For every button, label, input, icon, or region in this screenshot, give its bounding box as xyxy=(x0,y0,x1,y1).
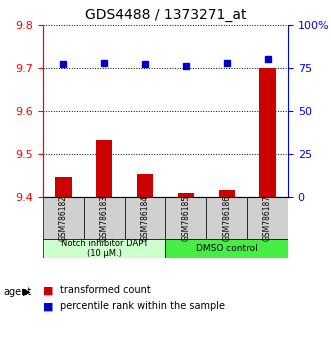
Text: GSM786183: GSM786183 xyxy=(100,195,109,241)
Text: GSM786182: GSM786182 xyxy=(59,195,68,241)
Bar xyxy=(55,177,71,197)
Bar xyxy=(137,174,153,197)
Bar xyxy=(260,68,276,197)
Text: ■: ■ xyxy=(43,301,54,311)
Title: GDS4488 / 1373271_at: GDS4488 / 1373271_at xyxy=(85,8,246,22)
Bar xyxy=(43,197,84,239)
Text: DMSO control: DMSO control xyxy=(196,244,258,253)
Text: agent: agent xyxy=(3,287,31,297)
Text: GSM786187: GSM786187 xyxy=(263,195,272,241)
Bar xyxy=(247,197,288,239)
Text: GSM786185: GSM786185 xyxy=(181,195,190,241)
Bar xyxy=(84,197,125,239)
Bar xyxy=(166,239,288,258)
Bar xyxy=(206,197,247,239)
Bar xyxy=(166,197,206,239)
Bar xyxy=(96,140,113,197)
Text: ▶: ▶ xyxy=(23,287,31,297)
Text: GSM786184: GSM786184 xyxy=(141,195,150,241)
Bar xyxy=(125,197,166,239)
Bar xyxy=(43,239,166,258)
Bar xyxy=(218,190,235,197)
Bar xyxy=(178,193,194,197)
Text: percentile rank within the sample: percentile rank within the sample xyxy=(60,301,224,311)
Text: ■: ■ xyxy=(43,285,54,295)
Text: transformed count: transformed count xyxy=(60,285,150,295)
Text: GSM786186: GSM786186 xyxy=(222,195,231,241)
Text: Notch inhibitor DAPT
(10 μM.): Notch inhibitor DAPT (10 μM.) xyxy=(61,239,148,258)
